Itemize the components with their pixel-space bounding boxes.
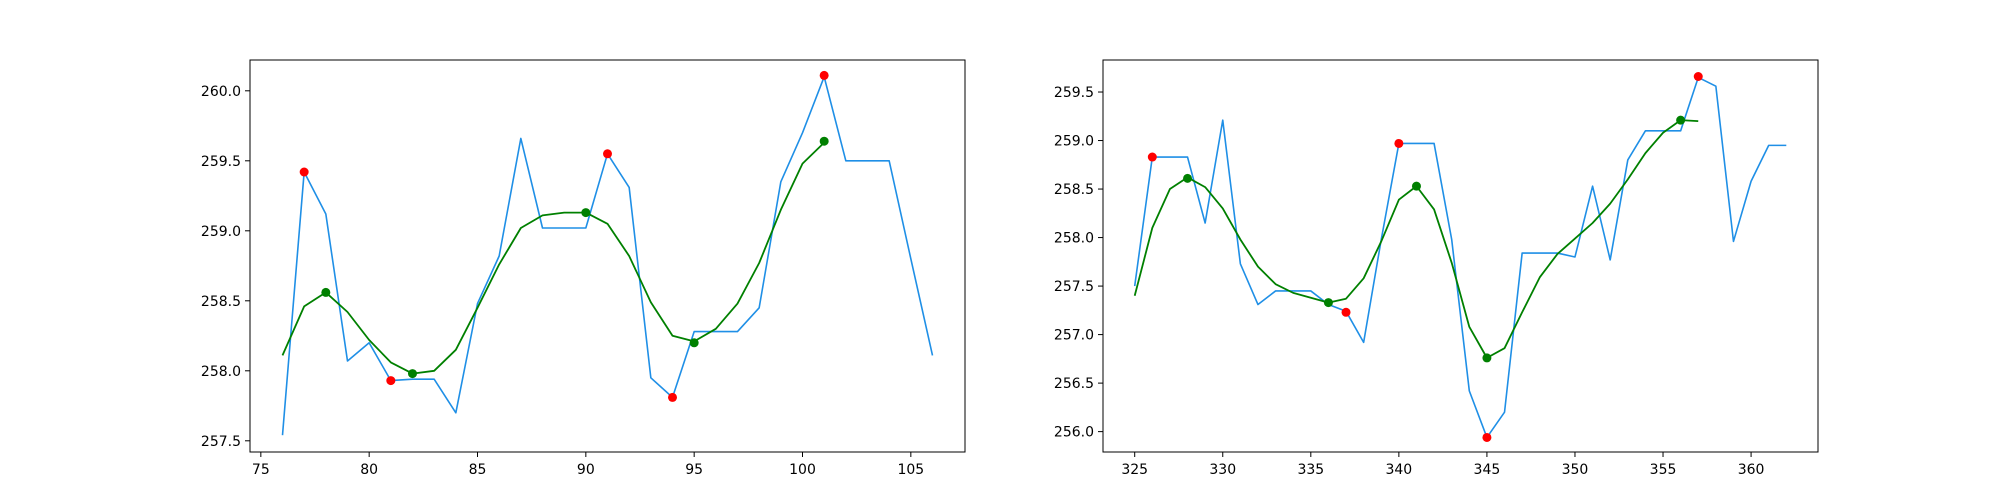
green-marker-point: [1411, 181, 1421, 191]
y-tick-label: 257.5: [1054, 279, 1094, 295]
x-tick-label: 335: [1297, 462, 1324, 478]
x-tick-label: 75: [252, 462, 270, 478]
smoothed-series-line: [281, 141, 825, 375]
green-marker-point: [321, 287, 331, 297]
y-tick-label: 257.0: [1054, 328, 1094, 344]
red-marker-point: [1394, 138, 1404, 148]
x-tick-label: 355: [1650, 462, 1677, 478]
red-marker-point: [299, 167, 309, 177]
red-marker-point: [1341, 307, 1351, 317]
y-tick-label: 257.5: [201, 434, 241, 450]
x-tick-label: 350: [1562, 462, 1589, 478]
raw-series-line: [1133, 76, 1787, 439]
x-tick-label: 360: [1738, 462, 1765, 478]
x-tick-label: 80: [360, 462, 378, 478]
y-tick-label: 256.0: [1054, 425, 1094, 441]
green-marker-point: [819, 136, 829, 146]
x-tick-label: 345: [1474, 462, 1501, 478]
y-tick-label: 258.5: [201, 294, 241, 310]
y-tick-label: 256.5: [1054, 376, 1094, 392]
green-marker-point: [1482, 353, 1492, 363]
y-tick-label: 259.0: [201, 224, 241, 240]
red-marker-point: [1147, 152, 1157, 162]
x-tick-label: 90: [577, 462, 595, 478]
x-tick-label: 95: [685, 462, 703, 478]
y-tick-label: 258.5: [1054, 182, 1094, 198]
plot-frame: [1102, 59, 1819, 453]
x-tick-label: 325: [1121, 462, 1148, 478]
y-tick-label: 258.0: [201, 364, 241, 380]
green-marker-point: [1676, 115, 1686, 125]
green-marker-point: [581, 208, 591, 218]
raw-series-line: [281, 76, 934, 436]
green-marker-point: [689, 338, 699, 348]
y-tick-label: 259.0: [1054, 134, 1094, 150]
green-marker-point: [1183, 173, 1193, 183]
x-tick-label: 330: [1209, 462, 1236, 478]
plot-frame: [249, 59, 966, 453]
x-tick-label: 105: [897, 462, 924, 478]
red-marker-point: [668, 392, 677, 402]
green-marker-point: [1323, 298, 1333, 308]
x-tick-label: 85: [469, 462, 487, 478]
red-marker-point: [819, 70, 829, 80]
y-tick-label: 258.0: [1054, 231, 1094, 247]
right-panel: 325 330 335 340 345 350 355 360 256.0 256.5 257.0 2…: [1054, 59, 1819, 478]
y-tick-label: 259.5: [201, 154, 241, 170]
x-tick-label: 100: [789, 462, 816, 478]
red-marker-point: [1693, 71, 1703, 81]
red-marker-point: [603, 149, 612, 159]
x-tick-label: 340: [1385, 462, 1412, 478]
y-tick-label: 260.0: [201, 84, 241, 100]
red-marker-point: [386, 376, 396, 386]
green-marker-point: [408, 369, 417, 379]
red-marker-point: [1482, 432, 1492, 442]
left-panel: 75 80 85 90 95 100 105 257.5 258.0 258.5 259.0 259.…: [201, 59, 966, 478]
y-tick-label: 259.5: [1054, 85, 1094, 101]
